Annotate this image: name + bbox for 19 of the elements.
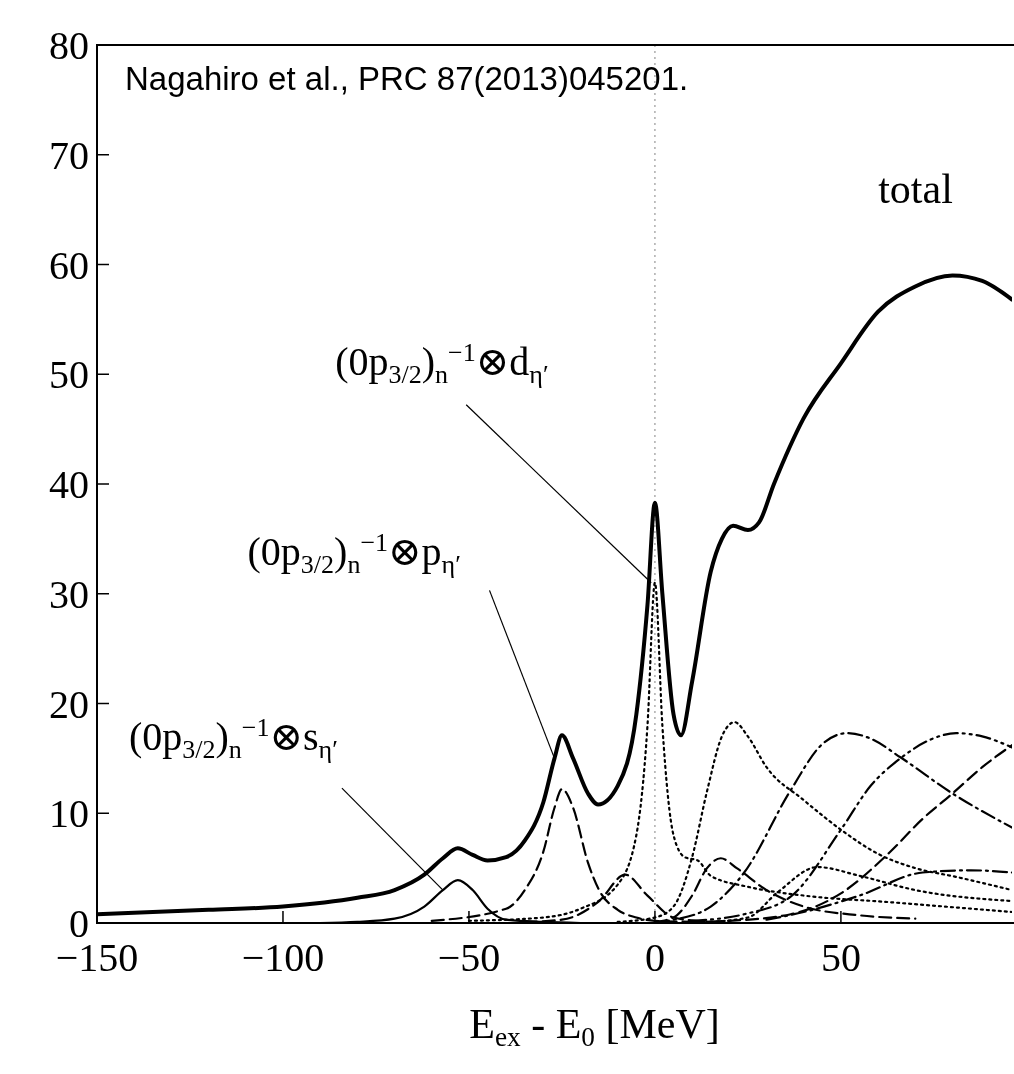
x-tick-label: −50: [437, 935, 501, 980]
y-tick-label: 20: [49, 681, 89, 727]
y-tick-label: 60: [49, 242, 89, 288]
annotation: (0p$_{3/2}$)$_{n}$$^{−1}$⊗p$_{η′}$: [247, 528, 461, 580]
y-tick-label: 80: [49, 23, 89, 68]
y-tick-label: 50: [49, 352, 89, 398]
y-tick-label: 40: [49, 462, 89, 507]
annotation: (0p$_{3/2}$)$_{n}$$^{−1}$⊗s$_{η′}$: [128, 712, 338, 764]
x-tick-label: 0: [644, 935, 665, 980]
annotation: Nagahiro et al., PRC 87(2013)045201.: [125, 60, 689, 97]
y-tick-label: 70: [49, 132, 89, 178]
x-tick-label: −100: [241, 935, 325, 980]
y-tick-label: 10: [49, 791, 89, 837]
x-axis-title: E$_{ex}$ - E$_{0}$ [MeV]: [469, 1001, 720, 1053]
annotation: (0p$_{3/2}$)$_{n}$$^{−1}$⊗d$_{η′}$: [335, 337, 549, 389]
y-tick-label: 30: [49, 571, 89, 617]
x-tick-label: 50: [820, 935, 861, 980]
y-tick-label: 0: [69, 901, 89, 946]
series-label: total: [878, 166, 953, 213]
